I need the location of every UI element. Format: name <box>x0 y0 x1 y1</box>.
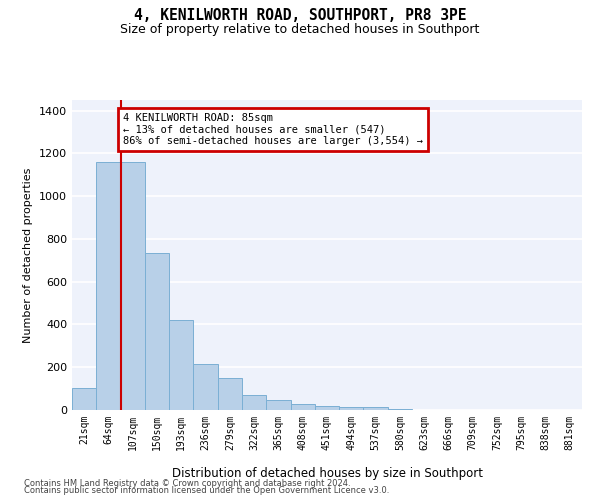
Text: Size of property relative to detached houses in Southport: Size of property relative to detached ho… <box>121 22 479 36</box>
Bar <box>72 388 96 410</box>
Bar <box>121 162 145 410</box>
Bar <box>315 406 339 410</box>
Bar <box>290 404 315 410</box>
Text: Contains HM Land Registry data © Crown copyright and database right 2024.: Contains HM Land Registry data © Crown c… <box>24 478 350 488</box>
Bar <box>364 407 388 410</box>
Text: 4 KENILWORTH ROAD: 85sqm
← 13% of detached houses are smaller (547)
86% of semi-: 4 KENILWORTH ROAD: 85sqm ← 13% of detach… <box>123 113 423 146</box>
Y-axis label: Number of detached properties: Number of detached properties <box>23 168 34 342</box>
Bar <box>145 253 169 410</box>
Bar <box>339 407 364 410</box>
Bar <box>96 162 121 410</box>
Bar <box>242 395 266 410</box>
Text: Contains public sector information licensed under the Open Government Licence v3: Contains public sector information licen… <box>24 486 389 495</box>
Text: Distribution of detached houses by size in Southport: Distribution of detached houses by size … <box>172 467 482 480</box>
Bar <box>193 364 218 410</box>
Bar <box>218 378 242 410</box>
Bar <box>169 320 193 410</box>
Bar <box>388 409 412 410</box>
Bar <box>266 400 290 410</box>
Text: 4, KENILWORTH ROAD, SOUTHPORT, PR8 3PE: 4, KENILWORTH ROAD, SOUTHPORT, PR8 3PE <box>134 8 466 22</box>
